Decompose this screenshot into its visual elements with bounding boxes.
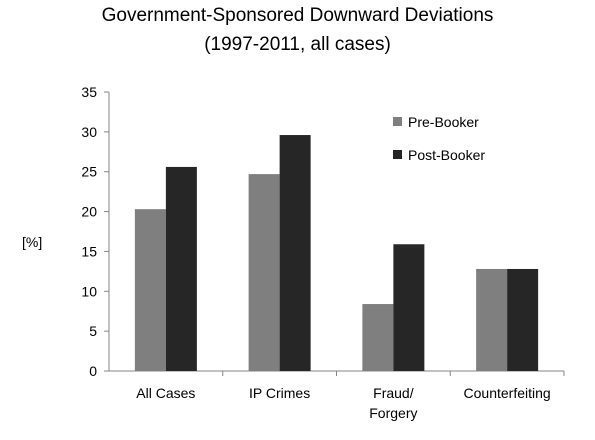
y-tick-label: 10 [81,283,97,299]
legend-swatch [393,117,402,126]
x-tick-label: Forgery [369,405,417,421]
bar-post-booker [279,135,311,371]
bar-pre-booker [476,268,508,371]
y-tick-label: 0 [89,363,97,379]
y-tick-label: 35 [81,84,97,100]
legend-label: Pre-Booker [408,114,479,130]
bar-pre-booker [134,209,166,371]
y-tick-label: 15 [81,243,97,259]
bar-pre-booker [362,304,394,371]
y-tick-label: 20 [81,204,97,220]
y-tick-label: 25 [81,164,97,180]
x-tick-label: Counterfeiting [464,385,551,401]
legend-swatch [393,150,402,159]
x-tick-label: IP Crimes [249,385,310,401]
x-tick-label: All Cases [136,385,195,401]
x-tick-label: Fraud/ [373,385,414,401]
y-tick-label: 30 [81,124,97,140]
bar-pre-booker [248,174,280,371]
legend-label: Post-Booker [408,147,485,163]
chart-title: Government-Sponsored Downward Deviations [101,5,494,26]
bar-post-booker [393,244,425,371]
y-axis-label: [%] [22,234,43,250]
chart-subtitle: (1997-2011, all cases) [204,34,391,55]
bar-post-booker [165,166,197,371]
y-tick-label: 5 [89,323,97,339]
bar-post-booker [507,268,539,371]
